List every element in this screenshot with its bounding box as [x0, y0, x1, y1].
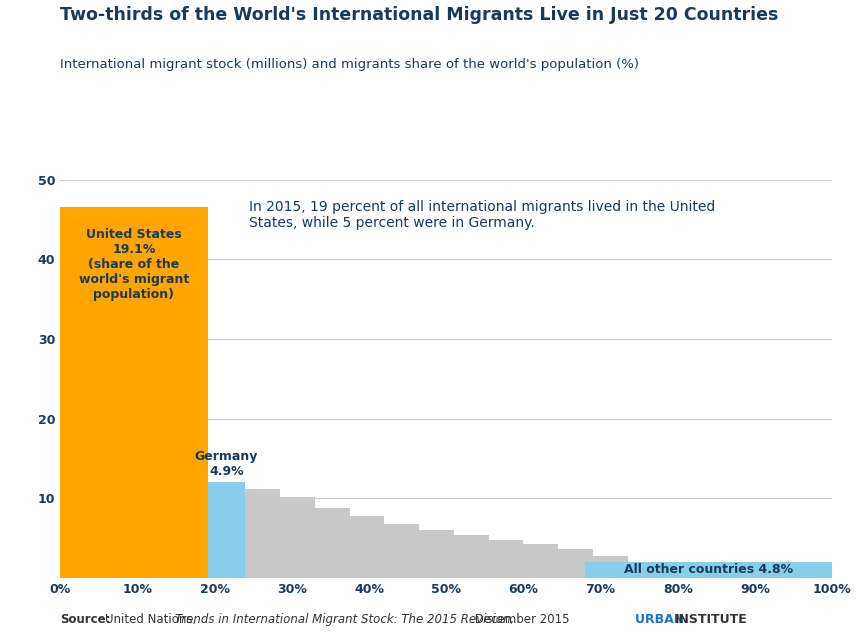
Bar: [208, 482, 245, 578]
Bar: [280, 498, 315, 578]
Bar: [315, 508, 350, 578]
Text: United States
19.1%
(share of the
world's migrant
population): United States 19.1% (share of the world'…: [79, 227, 189, 300]
Text: Source:: Source:: [60, 613, 111, 626]
Bar: [489, 539, 523, 578]
Text: United Nations,: United Nations,: [105, 613, 200, 626]
Text: All other countries 4.8%: All other countries 4.8%: [624, 563, 794, 577]
Text: December 2015: December 2015: [471, 613, 570, 626]
Bar: [585, 562, 832, 578]
Bar: [420, 530, 454, 578]
Text: International migrant stock (millions) and migrants share of the world's populat: International migrant stock (millions) a…: [60, 58, 639, 71]
Bar: [60, 207, 208, 578]
Bar: [245, 489, 280, 578]
Text: In 2015, 19 percent of all international migrants lived in the United
States, wh: In 2015, 19 percent of all international…: [250, 200, 716, 230]
Bar: [350, 516, 384, 578]
Bar: [384, 524, 420, 578]
Bar: [454, 535, 489, 578]
Text: Germany
4.9%: Germany 4.9%: [195, 450, 258, 478]
Text: Trends in International Migrant Stock: The 2015 Revision,: Trends in International Migrant Stock: T…: [175, 613, 514, 626]
Bar: [558, 549, 593, 578]
Text: INSTITUTE: INSTITUTE: [674, 613, 747, 626]
Text: Two-thirds of the World's International Migrants Live in Just 20 Countries: Two-thirds of the World's International …: [60, 6, 778, 24]
Bar: [593, 555, 627, 578]
Bar: [523, 544, 558, 578]
Text: URBAN: URBAN: [635, 613, 688, 626]
